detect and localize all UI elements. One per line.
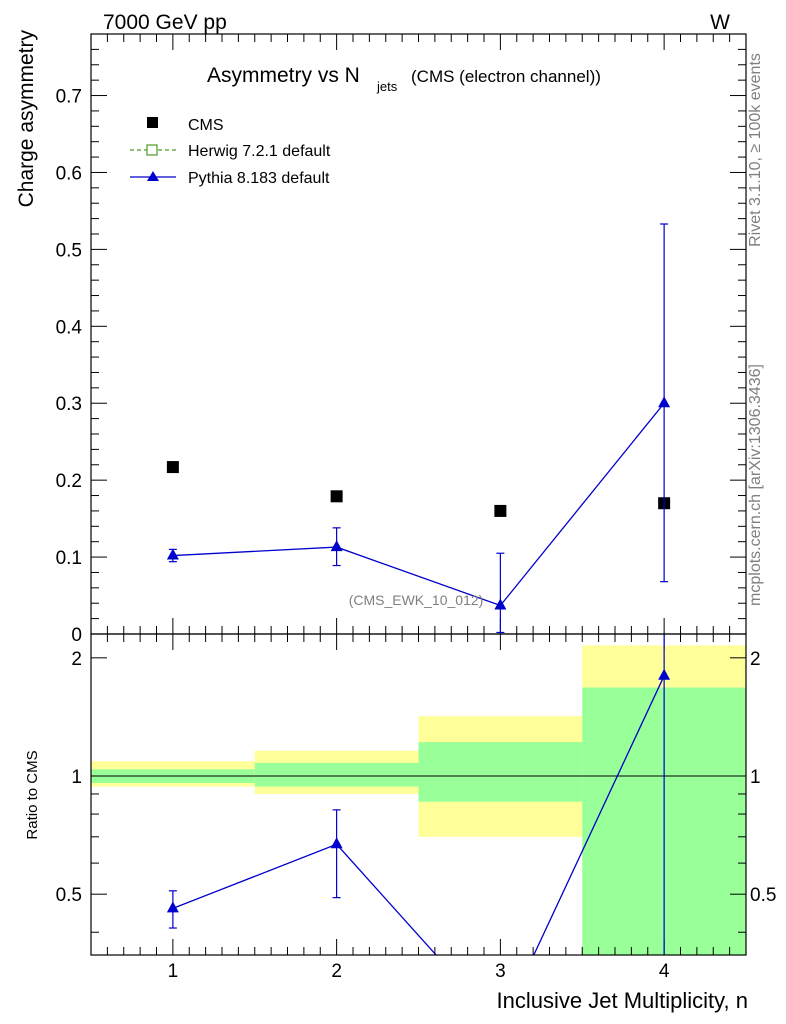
main-y-tick-label: 0.5 (56, 240, 82, 261)
x-axis-label: Inclusive Jet Multiplicity, n (497, 988, 748, 1013)
legend-herwig-marker (146, 144, 158, 156)
chart-title: Asymmetry vs N jets (CMS (electron chann… (207, 64, 601, 94)
main-y-tick-label: 0.4 (56, 317, 83, 338)
header-left: 7000 GeV pp (103, 11, 227, 34)
main-panel: 0 0.1 0.2 0.3 0.4 0.5 0.6 0.7 (56, 33, 747, 646)
ratio-y-tick-label-right: 1 (750, 767, 761, 788)
legend-herwig-label: Herwig 7.2.1 default (188, 143, 331, 160)
main-y-tick-label: 0.6 (56, 163, 82, 184)
legend-cms-label: CMS (188, 117, 224, 134)
ratio-y-tick-label-right: 0.5 (750, 885, 776, 906)
ratio-pythia-data-point (330, 837, 343, 849)
main-y-axis-label: Charge asymmetry (15, 30, 38, 208)
main-y-tick-label: 0.3 (56, 394, 82, 415)
legend-pythia-marker (147, 171, 159, 181)
ratio-y-tick-label-left: 0.5 (56, 885, 82, 906)
cms-data-point (494, 504, 507, 517)
x-tick-label: 3 (495, 961, 506, 982)
ratio-axis-ticks (91, 634, 746, 955)
title-subscript: jets (376, 79, 398, 94)
main-series (166, 223, 671, 634)
title-suffix: (CMS (electron channel)) (411, 67, 601, 86)
pythia-data-point (166, 548, 179, 560)
main-y-tick-label: 0 (71, 625, 82, 646)
ratio-panel-frame (90, 633, 747, 956)
ratio-pythia-line (172, 675, 665, 955)
cms-data-point (166, 461, 179, 474)
title-main: Asymmetry vs N (207, 64, 360, 87)
ratio-y-tick-labels: 0.5 0.5 1 1 2 2 (56, 649, 777, 906)
main-y-tick-label: 0.7 (56, 87, 82, 108)
x-tick-label: 1 (168, 961, 179, 982)
ratio-band-green (418, 742, 583, 802)
ratio-band-green (254, 762, 419, 787)
ratio-y-axis-label: Ratio to CMS (24, 750, 41, 839)
mcplots-label: mcplots.cern.ch [arXiv:1306.3436] (747, 364, 764, 606)
pythia-data-point (330, 540, 343, 552)
pythia-line (172, 402, 665, 607)
legend: CMS Herwig 7.2.1 default Pythia 8.183 de… (130, 117, 331, 187)
ratio-pythia-data-point (658, 668, 671, 680)
ratio-pythia-data-point (166, 901, 179, 913)
analysis-watermark: (CMS_EWK_10_012) (349, 592, 484, 608)
header-right: W (710, 11, 730, 34)
x-tick-label: 2 (331, 961, 342, 982)
cms-data-point (330, 490, 343, 503)
ratio-pythia-data-point (494, 1020, 506, 1024)
rivet-label: Rivet 3.1.10, ≥ 100k events (747, 53, 764, 247)
ratio-y-tick-label-left: 1 (71, 767, 82, 788)
ratio-bands (91, 645, 746, 955)
legend-pythia-label: Pythia 8.183 default (188, 170, 330, 187)
ratio-series (166, 634, 671, 1024)
ratio-panel: 0.5 0.5 1 1 2 2 1 2 3 4 (56, 633, 777, 1024)
main-y-tick-labels: 0 0.1 0.2 0.3 0.4 0.5 0.6 0.7 (56, 87, 83, 646)
ratio-y-tick-label-left: 2 (71, 649, 82, 670)
main-y-tick-label: 0.1 (56, 548, 82, 569)
legend-cms-marker (147, 117, 158, 128)
pythia-data-point (658, 396, 671, 408)
ratio-y-tick-label-right: 2 (750, 649, 761, 670)
pythia-data-point (494, 598, 507, 610)
main-y-tick-label: 0.2 (56, 471, 82, 492)
main-axis-ticks (91, 34, 746, 635)
x-tick-label: 4 (659, 961, 670, 982)
ratio-x-tick-labels: 1 2 3 4 (168, 961, 670, 982)
